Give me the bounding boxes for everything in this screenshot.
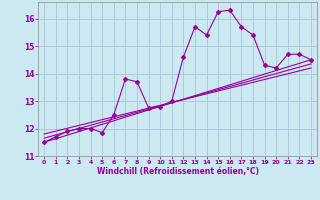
X-axis label: Windchill (Refroidissement éolien,°C): Windchill (Refroidissement éolien,°C)	[97, 167, 259, 176]
